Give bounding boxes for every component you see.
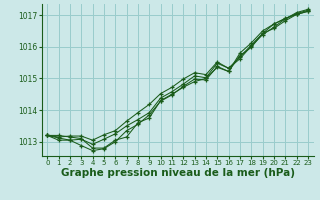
X-axis label: Graphe pression niveau de la mer (hPa): Graphe pression niveau de la mer (hPa): [60, 168, 295, 178]
